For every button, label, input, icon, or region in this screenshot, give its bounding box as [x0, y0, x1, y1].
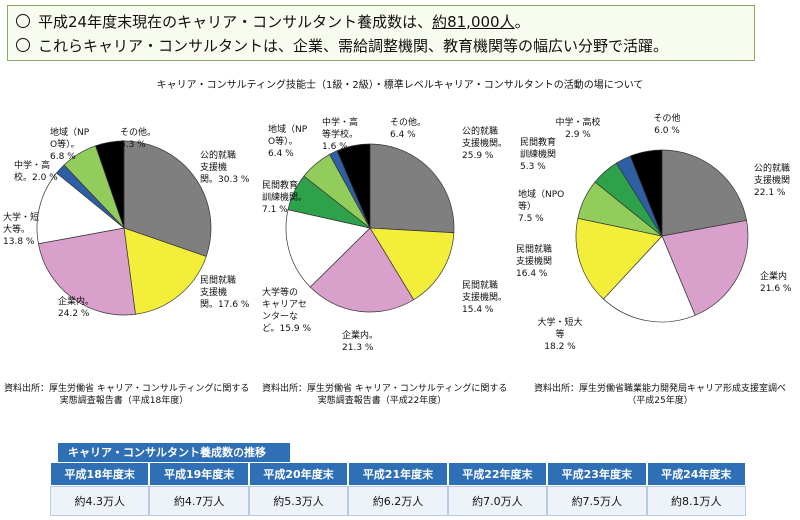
- pie-slice: [369, 143, 455, 234]
- pie-slice: [285, 209, 371, 288]
- pie-slice: [575, 217, 663, 300]
- pie-slice-label: 地域（NP O等）。 6.8 %: [50, 126, 90, 162]
- trend-header: 平成22年度末: [447, 462, 548, 486]
- pie-slice-label: 地域（NP O等）。 6.4 %: [268, 123, 308, 159]
- summary-line-2: これらキャリア・コンサルタントは、企業、需給調整機関、教育機関等の幅広い分野で活…: [16, 34, 746, 58]
- summary-line-1-end: 。: [514, 13, 530, 31]
- source-note-3-line-1: 資料出所：厚生労働省職業能力開発局キャリア形成支援室調べ: [533, 384, 786, 394]
- pie-slice: [629, 149, 663, 237]
- pie-slice-label: 中学・高校。2.0 %: [14, 159, 58, 183]
- pie-slice-label: 公的就職支援機関。30.3 %: [200, 149, 250, 185]
- pie-slice: [603, 235, 696, 323]
- pie-slice-label: 公的就職支援機関。 25.9 %: [462, 125, 507, 161]
- source-note-3-line-2: （平成25年度）: [627, 396, 693, 406]
- pie-chart-2: 公的就職支援機関。 25.9 % 民間就職支援機関。 15.4 % 企業内。 21.3 %…: [262, 116, 507, 353]
- source-note-1-line-1: 資料出所：厚生労働省 キャリア・コンサルティングに関する: [4, 384, 250, 394]
- pie-slice: [369, 227, 455, 301]
- trend-header: 平成23年度末: [547, 462, 647, 486]
- pie-slice-label: 民間教育訓練機関。 7.1 %: [262, 179, 307, 215]
- summary-line-1-text: 平成24年度末現在のキャリア・コンサルタント養成数は、: [38, 13, 433, 31]
- pie-slice: [661, 149, 747, 237]
- pie-chart-1: 公的就職支援機関。30.3 % 民間就職支援機関。17.6 % 企業内。 24.2 %…: [3, 126, 250, 319]
- pie-slice-label: 民間就職支援機関。 15.4 %: [462, 279, 507, 315]
- pie-slice: [95, 140, 125, 229]
- trend-value: 約4.3万人: [50, 486, 150, 516]
- trend-value: 約5.3万人: [248, 486, 349, 516]
- trend-header: 平成21年度末: [348, 462, 448, 486]
- bullet-circle-icon: [16, 14, 30, 28]
- pie-slice-label: 大学・短大等 18.2 %: [537, 316, 582, 352]
- pie-slice: [123, 227, 207, 315]
- bullet-circle-icon: [16, 38, 30, 52]
- trend-table-title: キャリア・コンサルタント養成数の推移: [58, 443, 290, 462]
- source-note-2-line-2: 実態調査報告書（平成22年度）: [317, 396, 447, 406]
- pie-slice-label: 中学・高校 2.9 %: [555, 116, 600, 140]
- source-note-1: 資料出所：厚生労働省 キャリア・コンサルティングに関する 実態調査報告書（平成1…: [4, 383, 250, 407]
- pie-slice-label: 大学等のキャリアセンターなど。15.9 %: [262, 286, 311, 334]
- summary-line-1: 平成24年度末現在のキャリア・コンサルタント養成数は、約81,000人。: [16, 10, 746, 34]
- pie-slice-label: 大学・短大等。 13.8 %: [3, 211, 39, 247]
- trend-value: 約7.0万人: [447, 486, 548, 516]
- pie-slice-label: 民間教育訓練機関 5.3 %: [520, 136, 556, 172]
- summary-box: 平成24年度末現在のキャリア・コンサルタント養成数は、約81,000人。 これら…: [7, 5, 755, 61]
- trend-header: 平成19年度末: [149, 462, 249, 486]
- pie-slice-label: 企業内 21.6 %: [760, 270, 792, 294]
- summary-line-2-text: これらキャリア・コンサルタントは、企業、需給調整機関、教育機関等の幅広い分野で活…: [38, 37, 669, 55]
- trend-value: 約6.2万人: [348, 486, 448, 516]
- trend-value: 約7.5万人: [547, 486, 647, 516]
- trend-header: 平成18年度末: [50, 462, 150, 486]
- pie-slice-label: 民間就職支援機関。17.6 %: [200, 274, 250, 310]
- pie-slice-label: 民間就職支援機関 16.4 %: [516, 243, 552, 279]
- pie-slice: [123, 140, 212, 257]
- pie-chart-3: 公的就職支援機関 22.1 % 企業内 21.6 % 大学・短大等 18.2 % 民間就職支…: [516, 112, 792, 352]
- pie-slice: [38, 227, 136, 316]
- pie-slice-label: 公的就職支援機関 22.1 %: [754, 162, 790, 198]
- pie-slice-label: その他。 6.4 %: [390, 116, 426, 140]
- source-note-2-line-1: 資料出所：厚生労働省 キャリア・コンサルティングに関する: [262, 384, 508, 394]
- pie-slice-label: その他。 5.3 %: [120, 126, 156, 150]
- pie-slice-label: 中学・高等学校。 1.6 %: [322, 116, 358, 152]
- trend-header: 平成20年度末: [248, 462, 349, 486]
- pie-slice-label: 地域（NPO 等） 7.5 %: [518, 188, 564, 224]
- trend-value: 約4.7万人: [149, 486, 249, 516]
- pie-charts: 公的就職支援機関。30.3 % 民間就職支援機関。17.6 % 企業内。 24.2 %…: [3, 112, 792, 353]
- pie-slice: [661, 220, 749, 316]
- trend-value: 約8.1万人: [646, 486, 746, 516]
- trend-header: 平成24年度末: [646, 462, 746, 486]
- pie-slice-label: その他 6.0 %: [653, 112, 680, 136]
- chart-subtitle: キャリア・コンサルティング技能士（1級・2級）・標準レベルキャリア・コンサルタン…: [156, 80, 644, 91]
- pie-slice-label: 企業内。 24.2 %: [58, 295, 94, 319]
- source-note-3: 資料出所：厚生労働省職業能力開発局キャリア形成支援室調べ （平成25年度）: [524, 383, 796, 407]
- trend-header-row: 平成18年度末 平成19年度末 平成20年度末 平成21年度末 平成22年度末 …: [50, 462, 746, 486]
- source-note-2: 資料出所：厚生労働省 キャリア・コンサルティングに関する 実態調査報告書（平成2…: [262, 383, 508, 407]
- source-note-1-line-2: 実態調査報告書（平成18年度）: [59, 396, 189, 406]
- trend-value-row: 約4.3万人 約4.7万人 約5.3万人 約6.2万人 約7.0万人 約7.5万…: [50, 486, 746, 516]
- pie-slice-label: 企業内。 21.3 %: [342, 329, 378, 353]
- pie-slice: [336, 143, 371, 229]
- trend-table: 平成18年度末 平成19年度末 平成20年度末 平成21年度末 平成22年度末 …: [50, 462, 746, 516]
- pie-slice: [309, 227, 415, 313]
- pie-slice: [36, 172, 125, 245]
- summary-line-1-emphasis: 約81,000人: [432, 13, 515, 31]
